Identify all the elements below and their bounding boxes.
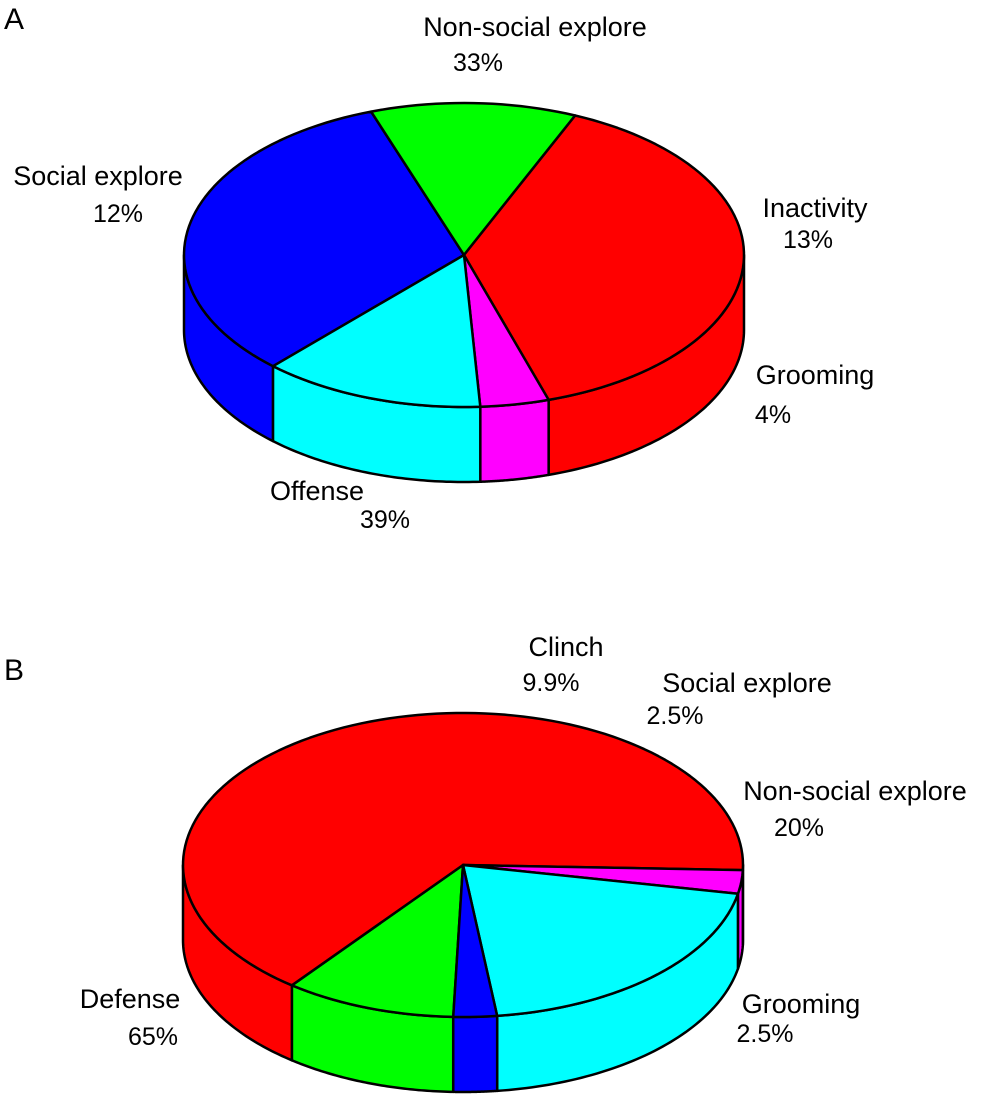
value-non-social-explore: 33%: [453, 49, 503, 77]
value-non-social-explore: 20%: [774, 814, 824, 842]
label-social-explore: Social explore: [13, 161, 183, 191]
slice-non-social-explore: [182, 110, 466, 368]
slice-offense: [462, 114, 746, 402]
slice-grooming: [462, 253, 550, 408]
value-inactivity: 13%: [783, 226, 833, 254]
side-wall-grooming: [479, 398, 550, 483]
value-clinch: 9.9%: [523, 669, 580, 697]
slice-inactivity: [271, 253, 482, 409]
pie-side-walls: [182, 253, 746, 484]
pie-labels: Non-social explore 33% Social explore 12% Of…: [13, 12, 874, 534]
slice-non-social-explore: [461, 863, 740, 1018]
slice-social-explore: [369, 101, 577, 257]
label-clinch: Clinch: [528, 632, 603, 662]
panel-label-b: B: [4, 654, 24, 687]
label-non-social-explore: Non-social explore: [423, 12, 647, 42]
label-offense: Offense: [270, 476, 364, 506]
value-offense: 39%: [360, 506, 410, 534]
label-defense: Defense: [80, 984, 181, 1014]
label-grooming: Grooming: [756, 360, 875, 390]
label-inactivity: Inactivity: [762, 193, 868, 223]
side-wall-social-explore: [451, 1014, 499, 1094]
pie-top-faces: [182, 101, 746, 409]
slice-social-explore: [451, 863, 499, 1019]
value-grooming: 2.5%: [737, 1020, 794, 1048]
panel-label-a: A: [4, 3, 24, 36]
label-grooming: Grooming: [742, 989, 861, 1019]
value-social-explore: 12%: [93, 200, 143, 228]
value-defense: 65%: [128, 1023, 178, 1051]
value-social-explore: 2.5%: [647, 702, 704, 730]
slice-defense: [181, 711, 745, 987]
pie-top-faces: [181, 711, 745, 1019]
value-grooming: 4%: [755, 401, 791, 429]
label-non-social-explore: Non-social explore: [743, 776, 967, 806]
label-social-explore: Social explore: [662, 668, 832, 698]
pie-chart-a: A Non-social explore 33% Social explore 12%…: [4, 3, 874, 534]
pie-chart-b: B Clinch9.9%Defense65%Grooming2.5%Non-so…: [4, 632, 967, 1094]
slice-clinch: [290, 863, 465, 1019]
pie-labels: Clinch9.9%Defense65%Grooming2.5%Non-soci…: [80, 632, 967, 1051]
